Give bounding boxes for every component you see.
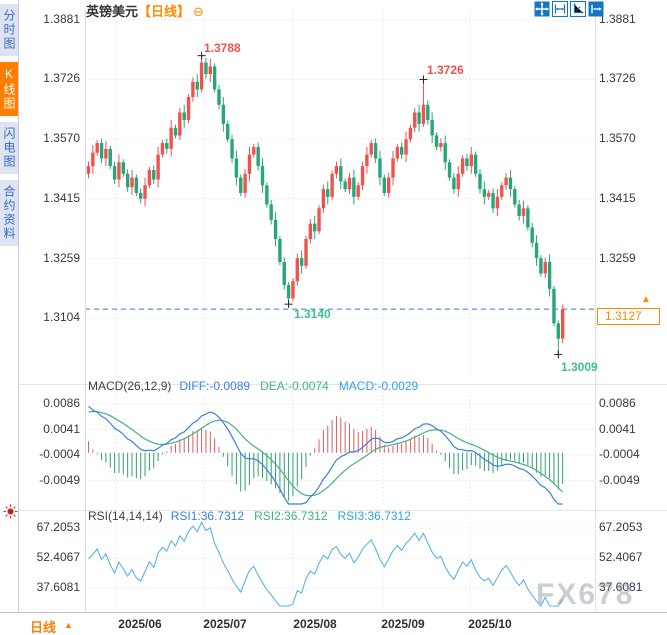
y-axis-label: 67.2053: [599, 520, 643, 534]
y-axis-label: 1.3881: [599, 12, 636, 26]
y-axis-label: -0.0049: [39, 472, 80, 487]
y-axis-label: 1.3726: [43, 71, 80, 86]
right-axis-line: [595, 10, 596, 612]
y-axis-label: 67.2053: [36, 520, 80, 534]
macd-dea-value: DEA:-0.0074: [260, 379, 329, 393]
x-axis-date-label: 2025/06: [118, 617, 162, 631]
macd-chart-canvas[interactable]: [85, 395, 595, 506]
macd-diff-value: DIFF:-0.0089: [179, 379, 251, 393]
sidebar-tab-contract-info[interactable]: 合约资料: [0, 180, 18, 246]
y-axis-label: 1.3726: [599, 71, 636, 86]
candles-group: [86, 55, 565, 355]
y-axis-label: 52.4067: [36, 549, 80, 564]
x-axis-date-label: 2025/08: [293, 617, 337, 631]
axis-scale-tool-icon[interactable]: [570, 1, 586, 17]
rsi1-value: RSI1:36.7312: [170, 509, 245, 523]
y-axis-label: 1.3104: [43, 309, 80, 324]
sidebar-tab-lightning-chart[interactable]: 闪电图: [0, 122, 18, 174]
interval-tag: 【日线】: [138, 4, 191, 19]
chart-toolbar: [534, 1, 604, 17]
rsi-params-label: RSI(14,14,14): [88, 509, 163, 523]
panel-divider-macd: [0, 384, 667, 385]
low-price-annotation: 1.3140: [294, 307, 331, 321]
move-tool-icon[interactable]: [534, 1, 550, 17]
y-axis-label: 1.3259: [599, 250, 636, 265]
y-axis-label: 1.3881: [43, 12, 80, 26]
pan-right-tool-icon[interactable]: [588, 1, 604, 17]
macd-header: MACD(26,12,9) DIFF:-0.0089 DEA:-0.0074 MACD…: [88, 379, 418, 393]
period-selector[interactable]: 日线: [30, 620, 57, 635]
fx678-watermark: FX678: [536, 578, 635, 611]
rsi-chart-canvas[interactable]: [85, 518, 595, 608]
y-axis-label: 1.3415: [43, 190, 80, 205]
left-axis-line: [85, 10, 86, 612]
x-axis-date-label: 2025/07: [203, 617, 247, 631]
rsi2-value: RSI2:36.7312: [254, 509, 328, 523]
sidebar: 分时图 K线图 闪电图 合约资料: [0, 0, 19, 612]
y-axis-label: 0.0041: [599, 421, 636, 436]
y-axis-label: 0.0086: [599, 396, 636, 410]
high-price-annotation: 1.3726: [427, 63, 464, 77]
y-axis-label: 1.3570: [599, 131, 636, 146]
y-axis-label: 1.3259: [43, 250, 80, 265]
y-axis-label: -0.0049: [599, 472, 640, 487]
x-axis-date-label: 2025/09: [381, 617, 425, 631]
zoom-horizontal-tool-icon[interactable]: [552, 1, 568, 17]
y-axis-label: 52.4067: [599, 549, 643, 564]
period-dropdown-arrow-icon[interactable]: ▲: [64, 620, 73, 630]
sidebar-tab-candlestick-chart[interactable]: K线图: [0, 62, 18, 116]
macd-params-label: MACD(26,12,9): [88, 379, 172, 393]
x-axis-date-label: 2025/10: [468, 617, 512, 631]
current-price-tag: 1.3127: [597, 308, 660, 325]
y-axis-label: 1.3570: [43, 131, 80, 146]
symbol-name: 英镑美元: [86, 4, 139, 19]
time-axis-bar: 日线 ▲ 2025/06 2025/07 2025/08 2025/09 202…: [0, 612, 667, 635]
y-axis-label: 37.6081: [36, 579, 80, 594]
panel-divider-rsi: [0, 510, 667, 511]
collapse-icon[interactable]: ⊖: [193, 4, 204, 19]
macd-macd-value: MACD:-0.0029: [338, 379, 419, 393]
rsi-header: RSI(14,14,14) RSI1:36.7312 RSI2:36.7312 RSI…: [88, 509, 411, 523]
y-axis-label: 37.6081: [599, 579, 643, 594]
high-price-annotation: 1.3788: [204, 41, 241, 55]
low-price-annotation: 1.3009: [561, 360, 598, 374]
y-axis-label: 1.3415: [599, 190, 636, 205]
chart-title: 英镑美元【日线】 ⊖: [86, 1, 204, 20]
sidebar-tab-time-chart[interactable]: 分时图: [0, 4, 18, 56]
y-axis-label: 0.0086: [43, 396, 80, 410]
rsi3-value: RSI3:36.7312: [337, 509, 411, 523]
y-axis-label: -0.0004: [39, 447, 80, 461]
sun-icon[interactable]: [3, 504, 18, 524]
price-chart-canvas[interactable]: [85, 10, 595, 378]
y-axis-label: 0.0041: [43, 421, 80, 436]
price-up-arrow-icon: ▲: [641, 294, 651, 305]
y-axis-label: -0.0004: [599, 447, 640, 461]
